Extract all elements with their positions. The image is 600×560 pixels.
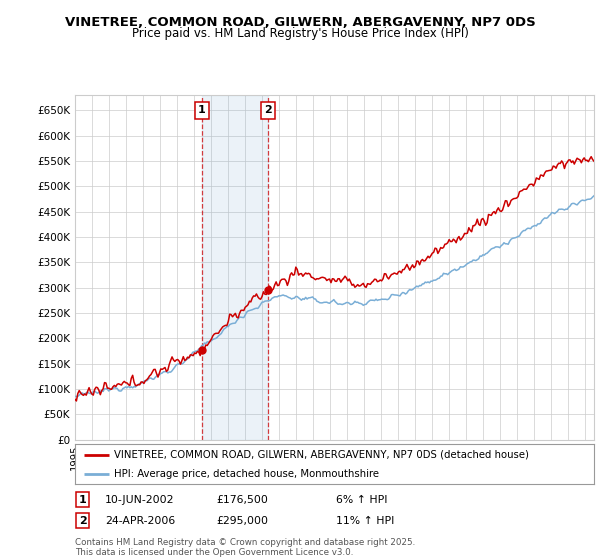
Text: VINETREE, COMMON ROAD, GILWERN, ABERGAVENNY, NP7 0DS (detached house): VINETREE, COMMON ROAD, GILWERN, ABERGAVE… bbox=[114, 450, 529, 460]
Text: £295,000: £295,000 bbox=[216, 516, 268, 526]
Bar bbox=[202, 95, 268, 440]
Text: £176,500: £176,500 bbox=[216, 494, 268, 505]
Text: HPI: Average price, detached house, Monmouthshire: HPI: Average price, detached house, Monm… bbox=[114, 469, 379, 479]
Text: 24-APR-2006: 24-APR-2006 bbox=[105, 516, 175, 526]
Text: 6% ↑ HPI: 6% ↑ HPI bbox=[336, 494, 388, 505]
Text: 10-JUN-2002: 10-JUN-2002 bbox=[105, 494, 175, 505]
Text: 1: 1 bbox=[79, 494, 86, 505]
Text: Price paid vs. HM Land Registry's House Price Index (HPI): Price paid vs. HM Land Registry's House … bbox=[131, 27, 469, 40]
Text: 2: 2 bbox=[79, 516, 86, 526]
Text: VINETREE, COMMON ROAD, GILWERN, ABERGAVENNY, NP7 0DS: VINETREE, COMMON ROAD, GILWERN, ABERGAVE… bbox=[65, 16, 535, 29]
Text: Contains HM Land Registry data © Crown copyright and database right 2025.
This d: Contains HM Land Registry data © Crown c… bbox=[75, 538, 415, 557]
Text: 1: 1 bbox=[198, 105, 205, 115]
Text: 2: 2 bbox=[264, 105, 272, 115]
Text: 11% ↑ HPI: 11% ↑ HPI bbox=[336, 516, 394, 526]
